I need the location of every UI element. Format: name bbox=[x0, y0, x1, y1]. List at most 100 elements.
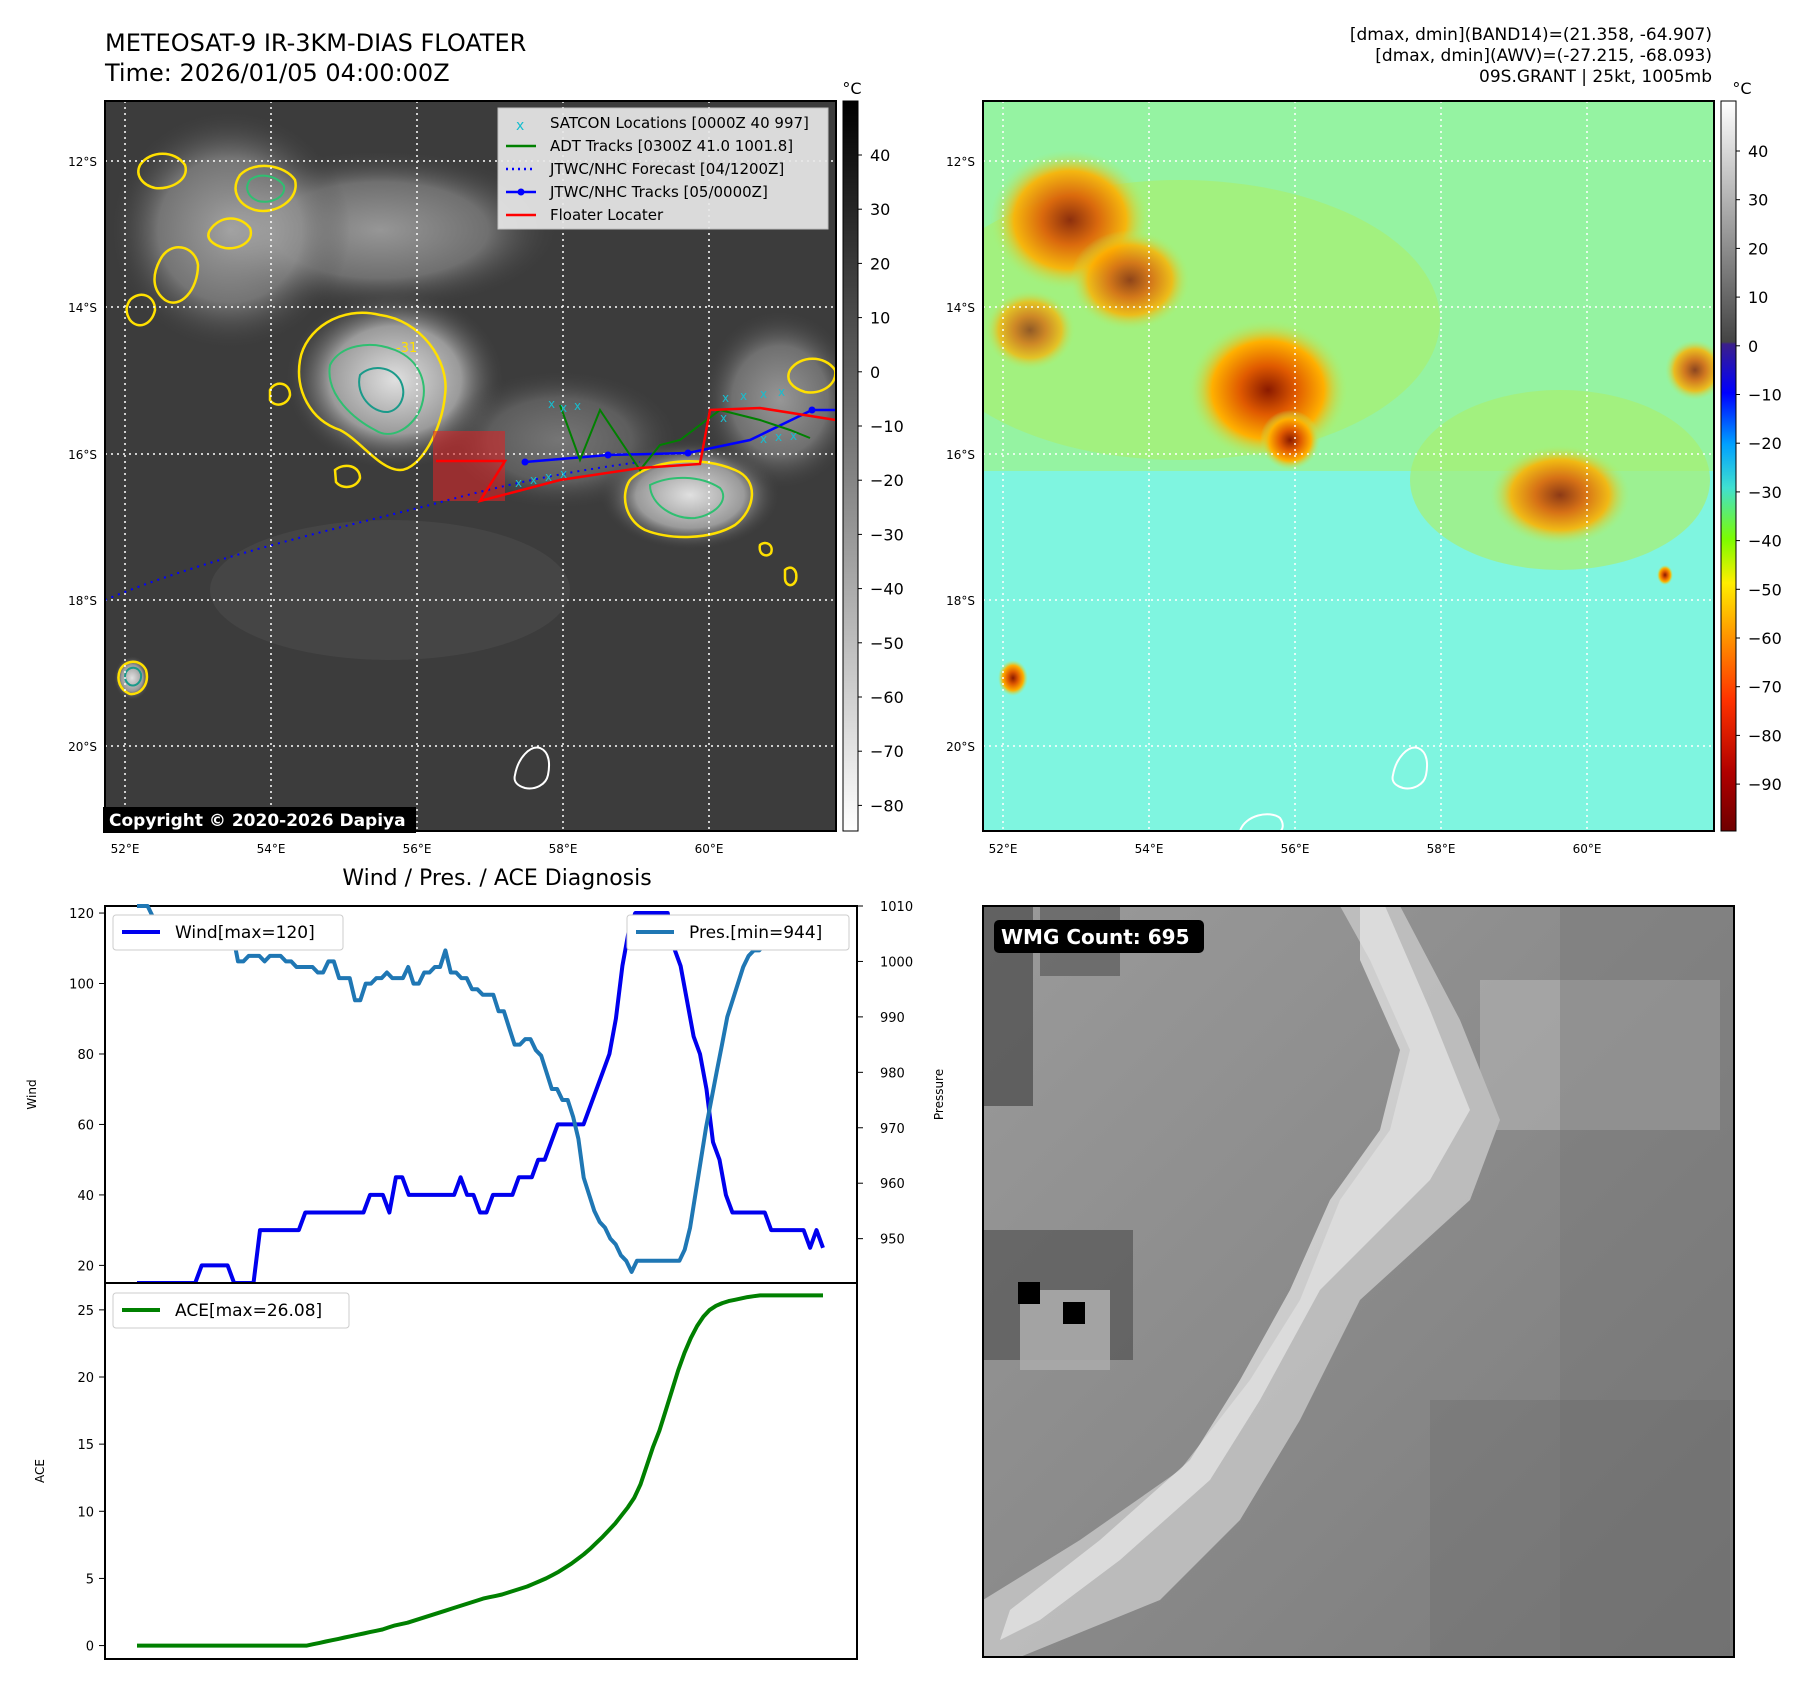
colorbar-tick-label: 40 bbox=[870, 146, 890, 165]
ace-legend-label: ACE[max=26.08] bbox=[175, 1301, 322, 1321]
wmg-frame bbox=[982, 905, 1735, 1658]
ir-lon-label: 52°E bbox=[111, 842, 140, 856]
pressure-y-tick-label: 950 bbox=[880, 1233, 905, 1248]
ir-legend: x SATCON Locations [0000Z 40 997] ADT Tr… bbox=[497, 107, 829, 230]
ace-y-tick-label: 25 bbox=[77, 1304, 94, 1319]
ir-lon-label: 58°E bbox=[549, 842, 578, 856]
colorbar-tick-label: 10 bbox=[870, 309, 890, 328]
awv-lon-label: 58°E bbox=[1427, 842, 1456, 856]
svg-text:x: x bbox=[775, 430, 782, 444]
ace-y-axis-label: ACE bbox=[33, 1459, 47, 1483]
ace-y-tick-label: 5 bbox=[86, 1572, 94, 1587]
colorbar-tick-label: −10 bbox=[870, 417, 904, 436]
ir-lat-label: 14°S bbox=[68, 301, 97, 315]
awv-lat-label: 14°S bbox=[946, 301, 975, 315]
colorbar-tick-label: −30 bbox=[870, 525, 904, 544]
ir-colorbar-unit: °C bbox=[842, 79, 861, 98]
colorbar-tick-label: −80 bbox=[870, 796, 904, 815]
ir-lat-label: 20°S bbox=[68, 740, 97, 754]
colorbar-tick-label: −70 bbox=[1748, 678, 1782, 697]
colorbar-tick-label: 30 bbox=[1748, 191, 1768, 210]
pressure-legend-label: Pres.[min=944] bbox=[689, 923, 822, 943]
ir-lat-label: 18°S bbox=[68, 594, 97, 608]
legend-jtwc-label: JTWC/NHC Tracks [05/0000Z] bbox=[549, 183, 768, 201]
svg-text:x: x bbox=[545, 470, 552, 484]
colorbar-tick-label: −50 bbox=[1748, 580, 1782, 599]
pressure-y-tick-label: 1000 bbox=[880, 955, 913, 970]
legend-floater-label: Floater Locater bbox=[550, 206, 664, 224]
ir-lat-label: 16°S bbox=[68, 448, 97, 462]
colorbar-tick-label: −60 bbox=[1748, 629, 1782, 648]
ir-lon-labels: 52°E 54°E 56°E 58°E 60°E bbox=[111, 842, 724, 856]
ir-floater-locater-track bbox=[436, 406, 836, 504]
svg-text:x: x bbox=[760, 387, 767, 401]
legend-forecast-label: JTWC/NHC Forecast [04/1200Z] bbox=[549, 160, 784, 178]
svg-text:x: x bbox=[760, 432, 767, 446]
awv-colorbar-ticks: 40 30 20 10 0 −10 −20 −30 −40 −50 −60 −70 −80 −90 bbox=[1736, 142, 1782, 794]
colorbar-tick-label: −60 bbox=[870, 688, 904, 707]
colorbar-tick-label: −40 bbox=[870, 580, 904, 599]
svg-text:x: x bbox=[722, 391, 729, 405]
info-band14: [dmax, dmin](BAND14)=(21.358, -64.907) bbox=[1350, 25, 1712, 45]
ace-y-tick-label: 15 bbox=[77, 1438, 94, 1453]
colorbar-tick-label: −10 bbox=[1748, 386, 1782, 405]
pressure-y-tick-label: 960 bbox=[880, 1177, 905, 1192]
colorbar-tick-label: 10 bbox=[1748, 288, 1768, 307]
wind-y-tick-label: 60 bbox=[77, 1118, 94, 1133]
ir-lat-labels: 12°S 14°S 16°S 18°S 20°S bbox=[68, 155, 97, 754]
ir-forecast-track bbox=[105, 461, 641, 601]
figure-title: METEOSAT-9 IR-3KM-DIAS FLOATER bbox=[105, 29, 526, 57]
ir-lon-label: 54°E bbox=[257, 842, 286, 856]
wind-plot-frame bbox=[104, 905, 858, 1284]
colorbar-tick-label: −90 bbox=[1748, 775, 1782, 794]
wmg-panel: WMG Count: 695 bbox=[982, 905, 1735, 1658]
wind-legend-box bbox=[112, 914, 344, 951]
diagnosis-title: Wind / Pres. / ACE Diagnosis bbox=[342, 866, 651, 891]
copyright-box bbox=[103, 807, 416, 833]
ace-y-tick-label: 10 bbox=[77, 1505, 94, 1520]
ace-y-tick-label: 20 bbox=[77, 1371, 94, 1386]
ace-plot-frame bbox=[104, 1282, 858, 1660]
awv-lon-labels: 52°E 54°E 56°E 58°E 60°E bbox=[989, 842, 1602, 856]
awv-lat-label: 12°S bbox=[946, 155, 975, 169]
ir-floater-box bbox=[433, 431, 505, 501]
awv-lon-label: 56°E bbox=[1281, 842, 1310, 856]
copyright-text: Copyright © 2020-2026 Dapiya bbox=[109, 811, 406, 831]
ir-lat-label: 12°S bbox=[68, 155, 97, 169]
ace-legend-box bbox=[112, 1292, 350, 1329]
awv-lat-label: 20°S bbox=[946, 740, 975, 754]
wmg-texture bbox=[983, 906, 1734, 1657]
svg-text:x: x bbox=[720, 411, 727, 425]
wmg-count-label: WMG Count: 695 bbox=[1001, 925, 1190, 949]
pressure-y-tick-label: 990 bbox=[880, 1011, 905, 1026]
ace-series-line bbox=[137, 1293, 823, 1648]
legend-satcon-label: SATCON Locations [0000Z 40 997] bbox=[550, 114, 809, 132]
ir-lon-label: 56°E bbox=[403, 842, 432, 856]
svg-text:x: x bbox=[548, 397, 555, 411]
figure-time: Time: 2026/01/05 04:00:00Z bbox=[104, 59, 450, 87]
ir-contour-east bbox=[623, 460, 754, 539]
colorbar-tick-label: 30 bbox=[870, 200, 890, 219]
ir-map-frame bbox=[104, 100, 837, 832]
wmg-count-box bbox=[994, 920, 1204, 953]
pressure-y-tick-label: 980 bbox=[880, 1066, 905, 1081]
ace-chart: 0 5 10 15 20 25 ACE ACE[max=26.08] bbox=[33, 1282, 858, 1660]
awv-lat-label: 16°S bbox=[946, 448, 975, 462]
wind-y-tick-label: 80 bbox=[77, 1048, 94, 1063]
awv-map-panel: 12°S 14°S 16°S 18°S 20°S 52°E 54°E 56°E … bbox=[946, 79, 1782, 856]
colorbar-tick-label: −40 bbox=[1748, 532, 1782, 551]
wind-y-tick-label: 120 bbox=[69, 907, 94, 922]
awv-coastline-mauritius bbox=[1391, 746, 1428, 790]
awv-lon-label: 60°E bbox=[1573, 842, 1602, 856]
ir-contour-main bbox=[297, 311, 447, 472]
ir-jtwc-track bbox=[524, 408, 836, 464]
svg-text:x: x bbox=[515, 476, 522, 490]
awv-lon-label: 52°E bbox=[989, 842, 1018, 856]
wind-y-tick-label: 20 bbox=[77, 1259, 94, 1274]
pressure-y-tick-label: 1010 bbox=[880, 900, 913, 915]
svg-text:x: x bbox=[560, 401, 567, 415]
awv-lat-label: 18°S bbox=[946, 594, 975, 608]
colorbar-tick-label: −70 bbox=[870, 742, 904, 761]
svg-text:x: x bbox=[778, 385, 785, 399]
